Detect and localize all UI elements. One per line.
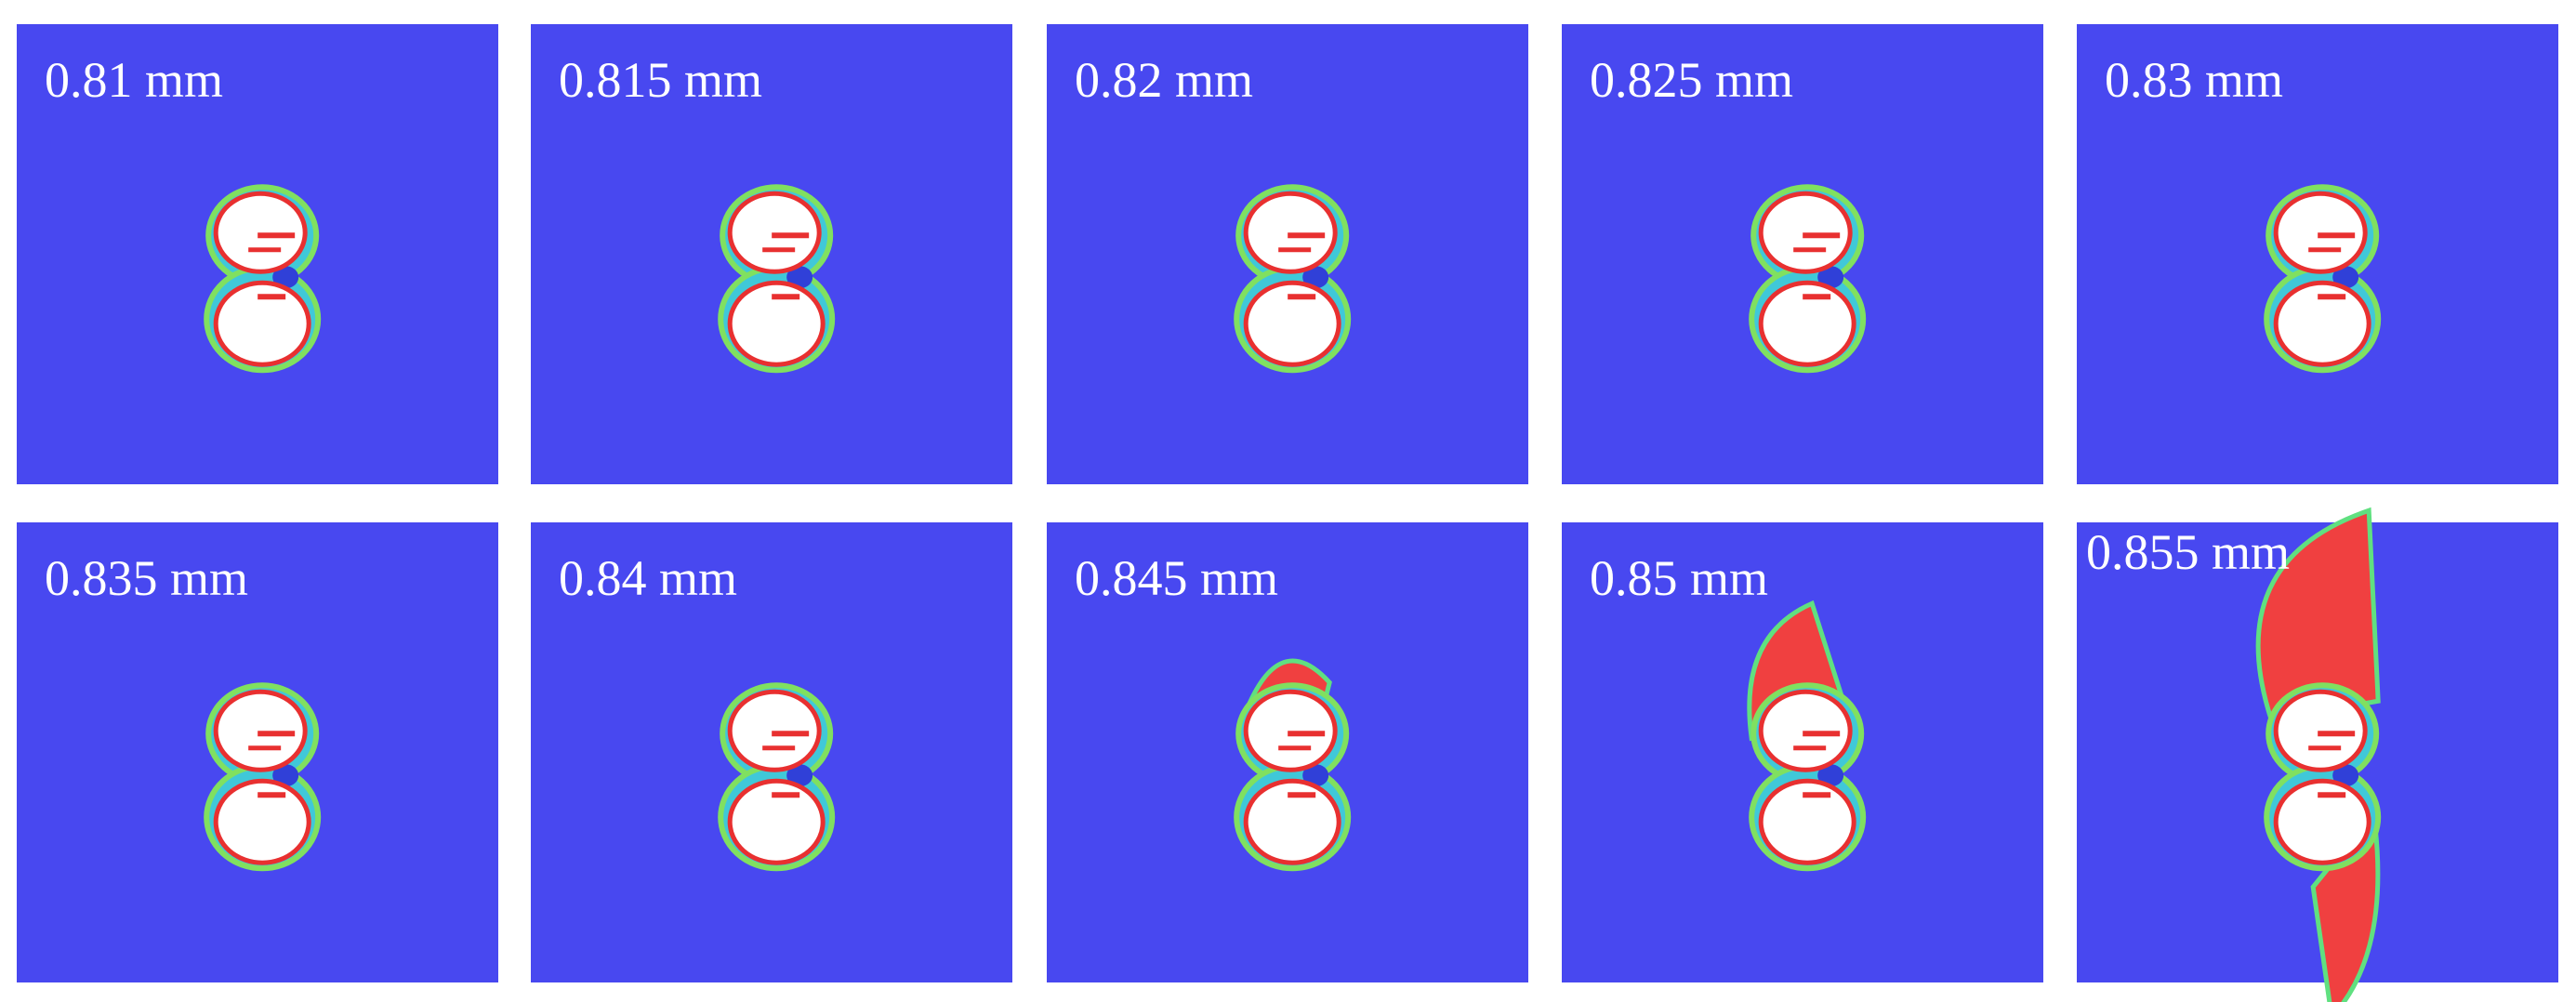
red-streak: [1288, 792, 1316, 798]
core-gap: [1817, 764, 1844, 787]
red-streak: [248, 247, 282, 253]
core: [1758, 280, 1856, 367]
red-streak: [1288, 232, 1326, 239]
red-lobe: [2255, 507, 2381, 723]
red-streak: [248, 745, 282, 751]
core-gap: [786, 266, 813, 289]
red-streak: [762, 247, 796, 253]
red-streak: [258, 232, 296, 239]
panel: 0.835 mm: [17, 522, 498, 982]
panel-label: 0.81 mm: [45, 52, 223, 108]
core: [727, 778, 826, 865]
red-streak: [1278, 247, 1312, 253]
red-streak: [2318, 232, 2356, 239]
core-gap: [272, 764, 299, 787]
red-streak: [1288, 731, 1326, 737]
red-streak: [772, 294, 800, 300]
panel-label: 0.85 mm: [1590, 550, 1768, 606]
core: [2273, 778, 2371, 865]
red-streak: [258, 731, 296, 737]
red-streak: [1278, 745, 1312, 751]
core-gap: [2332, 764, 2359, 787]
panel: 0.815 mm: [531, 24, 1012, 484]
red-streak: [2318, 294, 2346, 300]
panel: 0.81 mm: [17, 24, 498, 484]
red-streak: [1803, 731, 1841, 737]
panel: 0.825 mm: [1562, 24, 2043, 484]
red-streak: [1803, 294, 1831, 300]
core-gap: [2332, 266, 2359, 289]
core: [727, 280, 826, 367]
panel-label: 0.835 mm: [45, 550, 248, 606]
panel-label: 0.845 mm: [1075, 550, 1278, 606]
red-streak: [1803, 232, 1841, 239]
red-streak: [2308, 247, 2342, 253]
panel-label: 0.815 mm: [559, 52, 762, 108]
red-streak: [258, 294, 286, 300]
core: [213, 778, 311, 865]
core: [2273, 280, 2371, 367]
red-streak: [1793, 247, 1827, 253]
panel: 0.855 mm: [2077, 507, 2558, 1002]
panel-label: 0.84 mm: [559, 550, 737, 606]
core-gap: [1302, 266, 1329, 289]
red-streak: [772, 792, 800, 798]
core: [1758, 778, 1856, 865]
red-streak: [772, 232, 810, 239]
panel-label: 0.855 mm: [2086, 524, 2290, 580]
red-streak: [772, 731, 810, 737]
red-streak: [2318, 731, 2356, 737]
panel: 0.83 mm: [2077, 24, 2558, 484]
red-streak: [258, 792, 286, 798]
red-streak: [2308, 745, 2342, 751]
red-streak: [2318, 792, 2346, 798]
core-gap: [1817, 266, 1844, 289]
panel-label: 0.82 mm: [1075, 52, 1253, 108]
core-gap: [786, 764, 813, 787]
panel: 0.845 mm: [1047, 522, 1528, 982]
panel-label: 0.825 mm: [1590, 52, 1793, 108]
panel: 0.82 mm: [1047, 24, 1528, 484]
core-gap: [1302, 764, 1329, 787]
red-streak: [1803, 792, 1831, 798]
core: [213, 280, 311, 367]
core-gap: [272, 266, 299, 289]
panel-label: 0.83 mm: [2105, 52, 2283, 108]
red-streak: [1288, 294, 1316, 300]
core: [1243, 280, 1341, 367]
red-streak: [1793, 745, 1827, 751]
panel: 0.85 mm: [1562, 522, 2043, 982]
red-streak: [762, 745, 796, 751]
panel: 0.84 mm: [531, 522, 1012, 982]
core: [1243, 778, 1341, 865]
